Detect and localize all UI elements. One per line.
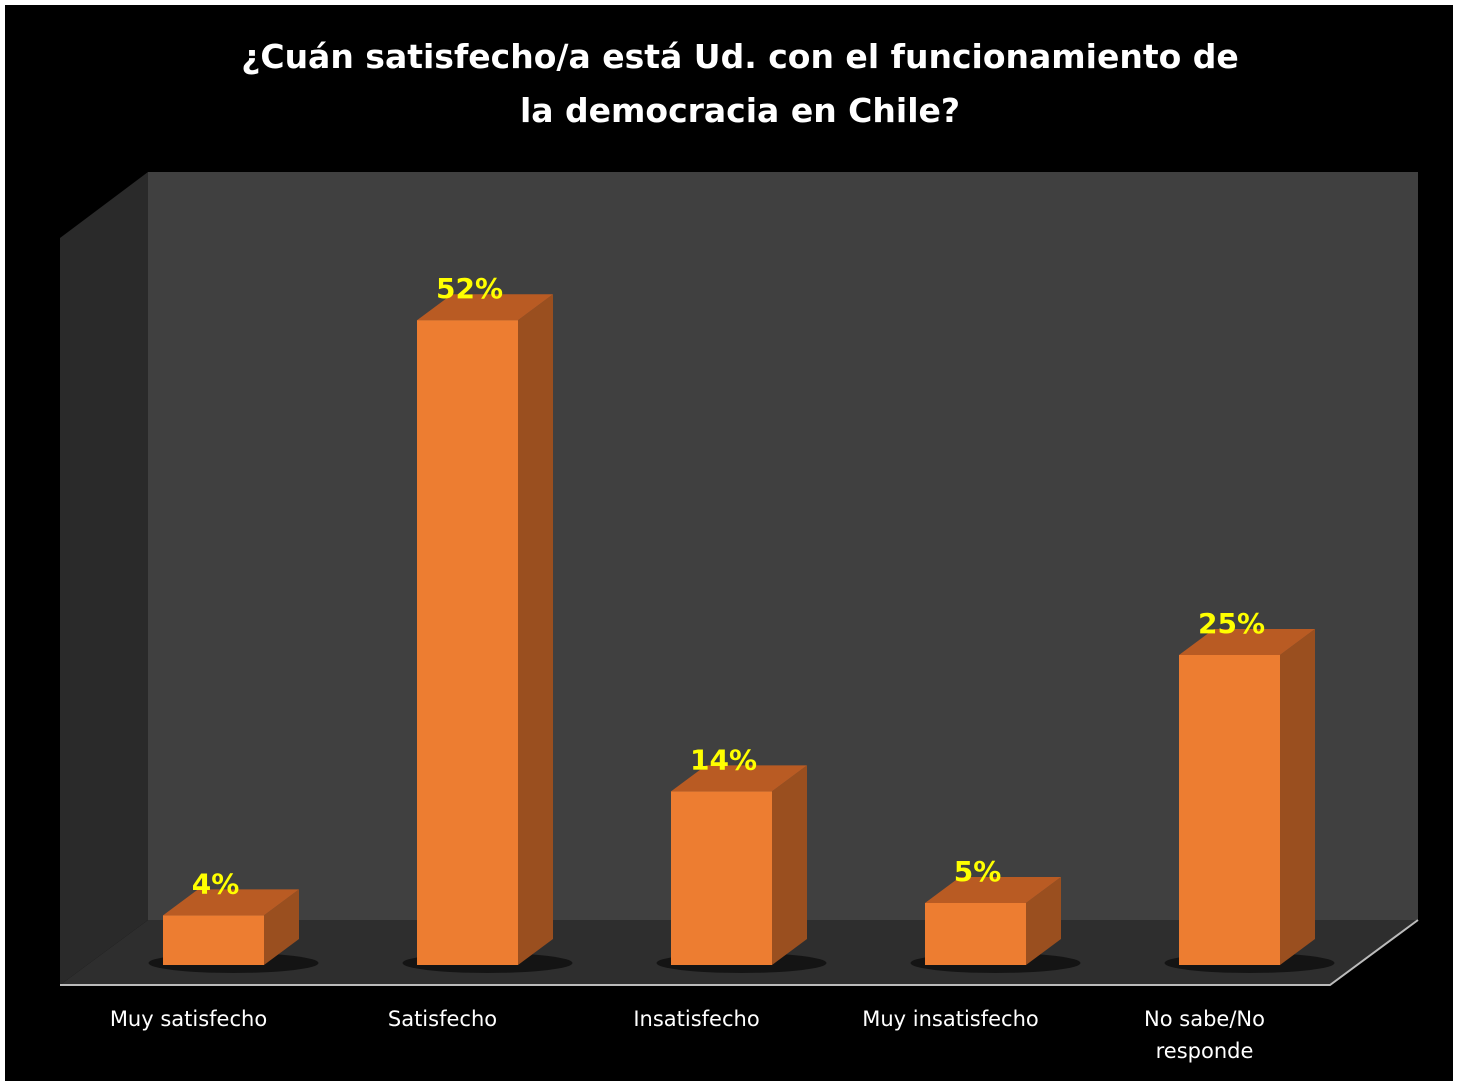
bar-side <box>264 889 299 965</box>
bar <box>163 915 264 965</box>
bar-side <box>1280 629 1315 965</box>
value-label: 25% <box>1198 607 1265 640</box>
floor-edge <box>60 919 1419 986</box>
value-label: 4% <box>192 867 240 900</box>
bar-top <box>1179 629 1315 655</box>
bar-top <box>925 877 1061 903</box>
x-tick-label: Satisfecho <box>387 1007 498 1031</box>
x-tick-label: Muy insatisfecho <box>862 1007 1039 1031</box>
bar-top <box>417 294 553 321</box>
bar <box>925 903 1026 965</box>
x-tick-label: Insatisfecho <box>633 1007 760 1031</box>
x-tick-label: No sabe/No responde <box>1144 1007 1265 1063</box>
bar-top <box>163 889 299 916</box>
value-label: 5% <box>954 855 1002 888</box>
value-label: 52% <box>436 272 503 305</box>
bar-top <box>671 765 807 792</box>
side-wall <box>60 172 148 985</box>
bar <box>671 791 772 965</box>
x-tick-label: Muy satisfecho <box>109 1007 268 1031</box>
bar <box>1179 655 1280 965</box>
bar-side <box>1026 877 1061 965</box>
bar-side <box>518 294 553 965</box>
chart-title: ¿Cuán satisfecho/a está Ud. con el funci… <box>241 37 1239 130</box>
value-label: 14% <box>690 743 757 776</box>
bar <box>417 320 518 965</box>
bar-side <box>772 765 807 965</box>
